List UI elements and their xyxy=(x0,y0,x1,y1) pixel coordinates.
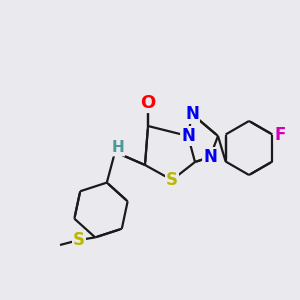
Text: S: S xyxy=(166,171,178,189)
Text: N: N xyxy=(181,127,195,145)
Text: N: N xyxy=(203,148,217,166)
Text: H: H xyxy=(112,140,124,155)
Text: N: N xyxy=(185,105,199,123)
Text: O: O xyxy=(140,94,156,112)
Text: F: F xyxy=(275,125,286,143)
Text: S: S xyxy=(73,231,85,249)
